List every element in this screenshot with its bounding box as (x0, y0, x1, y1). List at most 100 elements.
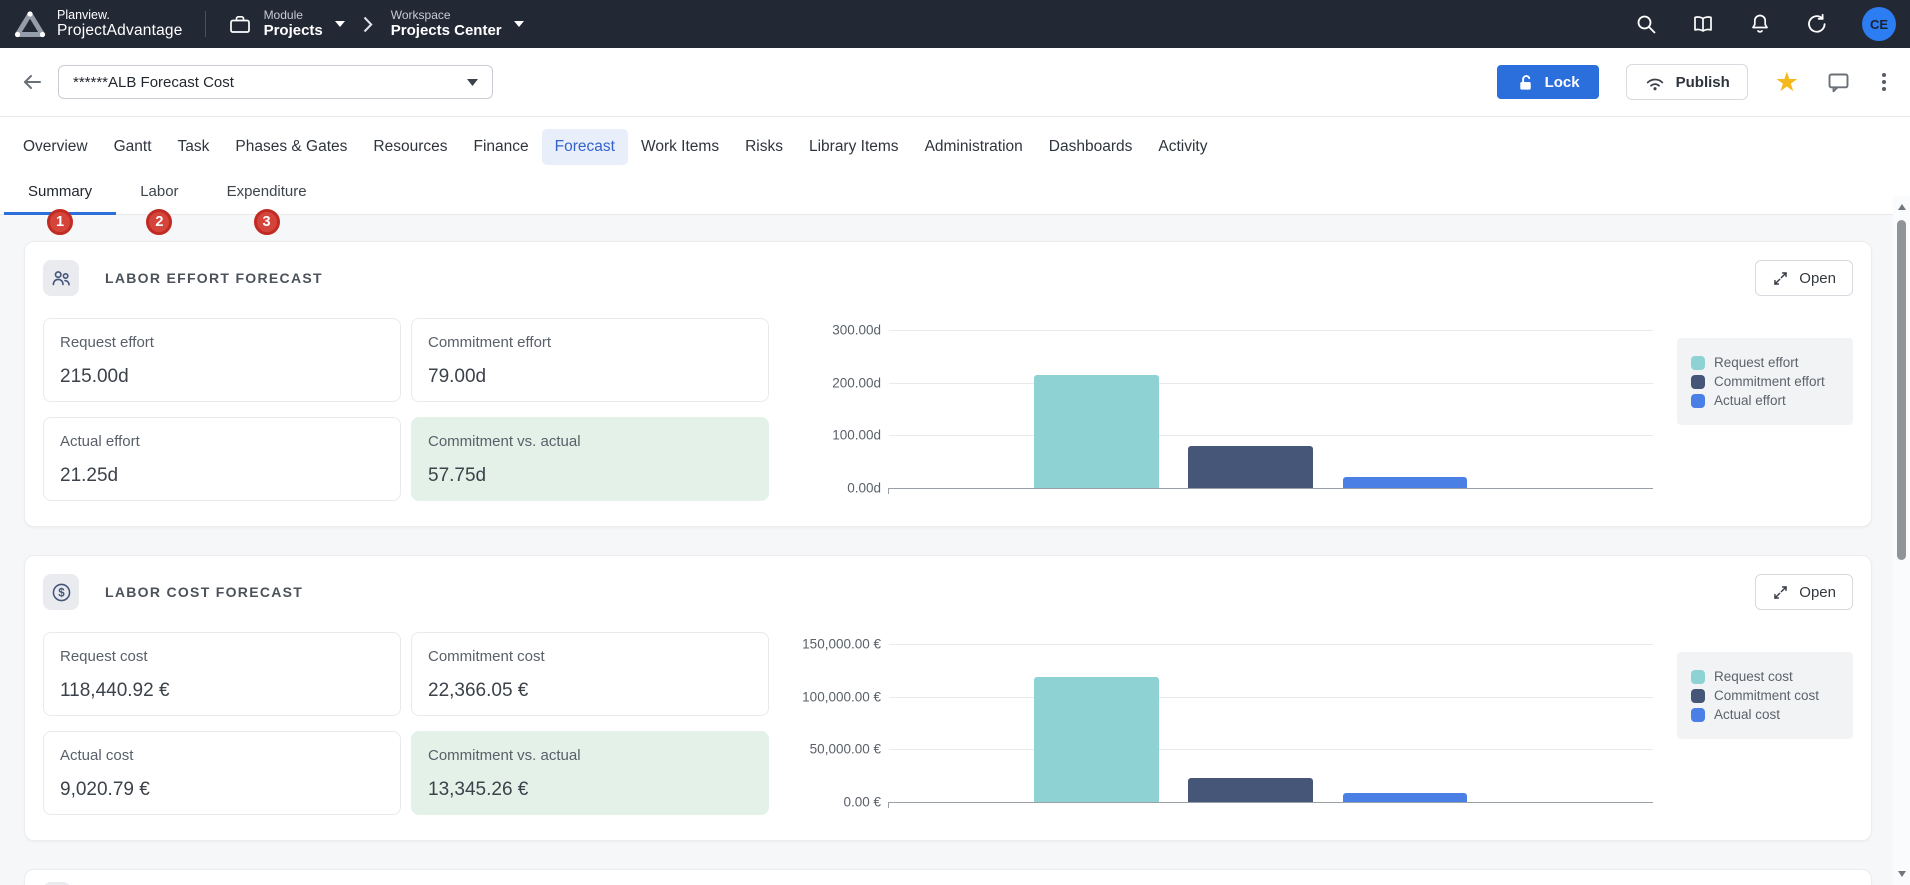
metric-value: 79.00d (428, 366, 752, 388)
avatar[interactable]: CE (1862, 7, 1896, 41)
metric-tile-commitment-cost: Commitment cost22,366.05 € (411, 632, 769, 716)
tab-work-items[interactable]: Work Items (628, 129, 732, 165)
metric-label: Request effort (60, 334, 384, 351)
tab-resources[interactable]: Resources (360, 129, 460, 165)
tab-forecast[interactable]: Forecast (542, 129, 628, 165)
chart-legend: Request cost Commitment cost Actual cost (1677, 652, 1853, 739)
bar-commitment-cost[interactable] (1188, 778, 1313, 802)
lock-button[interactable]: Lock (1497, 65, 1599, 99)
divider (205, 11, 206, 37)
module-label: Module (264, 8, 323, 22)
scroll-down-arrow[interactable] (1898, 871, 1906, 877)
legend-swatch (1691, 375, 1705, 389)
project-title: ******ALB Forecast Cost (73, 74, 234, 91)
subtab-label: Summary (28, 183, 92, 200)
metric-tile-commitment-effort: Commitment effort79.00d (411, 318, 769, 402)
tab-task[interactable]: Task (165, 129, 223, 165)
labor-effort-forecast-card: LABOR EFFORT FORECAST Open Request effor… (24, 241, 1872, 527)
project-toolbar: ******ALB Forecast Cost Lock Pu (0, 48, 1910, 117)
expand-icon (1772, 584, 1789, 601)
chart-plot: 150,000.00 €100,000.00 €50,000.00 €0.00 … (889, 644, 1653, 802)
legend-label: Request cost (1714, 669, 1793, 684)
step-badge-2: 2 (146, 209, 172, 235)
tab-overview[interactable]: Overview (10, 129, 101, 165)
effort-chart-area: 300.00d200.00d100.00d0.00d Request effort… (781, 318, 1853, 504)
module-tabs: OverviewGanttTaskPhases & GatesResources… (0, 117, 1910, 171)
legend-item-commitment-effort[interactable]: Commitment effort (1691, 374, 1839, 389)
bar-commitment-effort[interactable] (1188, 446, 1313, 488)
library-icon[interactable] (1691, 13, 1715, 35)
y-axis-tick: 300.00d (781, 323, 881, 338)
metric-tile-commitment-vs-actual: Commitment vs. actual13,345.26 € (411, 731, 769, 815)
metric-tile-request-effort: Request effort 215.00d (43, 318, 401, 402)
briefcase-icon (228, 13, 252, 35)
metric-value: 57.75d (428, 465, 752, 487)
planview-triangle-icon (14, 10, 46, 38)
tab-administration[interactable]: Administration (912, 129, 1036, 165)
legend-item-actual-effort[interactable]: Actual effort (1691, 393, 1839, 408)
bar-actual-cost[interactable] (1343, 793, 1468, 803)
tab-phases-gates[interactable]: Phases & Gates (222, 129, 360, 165)
y-axis-tick: 50,000.00 € (781, 742, 881, 757)
legend-item-commitment-cost[interactable]: Commitment cost (1691, 688, 1839, 703)
legend-item-actual-cost[interactable]: Actual cost (1691, 707, 1839, 722)
metric-label: Actual cost (60, 747, 384, 764)
subtab-expenditure[interactable]: Expenditure3 (203, 171, 331, 214)
grid-line (889, 644, 1653, 645)
scroll-up-arrow[interactable] (1898, 204, 1906, 210)
tab-gantt[interactable]: Gantt (101, 129, 165, 165)
axis-tick-mark (888, 488, 889, 494)
open-label: Open (1799, 270, 1836, 287)
kebab-menu-icon[interactable] (1878, 69, 1890, 95)
subtab-summary[interactable]: Summary1 (4, 171, 116, 214)
notifications-icon[interactable] (1748, 12, 1772, 36)
tab-finance[interactable]: Finance (461, 129, 542, 165)
workspace-label: Workspace (391, 8, 502, 22)
module-selector[interactable]: Module Projects (228, 8, 345, 40)
chart-plot: 300.00d200.00d100.00d0.00d (889, 330, 1653, 488)
tab-library-items[interactable]: Library Items (796, 129, 912, 165)
y-axis-tick: 100,000.00 € (781, 689, 881, 704)
svg-text:$: $ (58, 587, 65, 599)
open-button[interactable]: Open (1755, 260, 1853, 296)
lock-label: Lock (1545, 74, 1580, 91)
open-button[interactable]: Open (1755, 574, 1853, 610)
bar-request-cost[interactable] (1034, 677, 1159, 802)
project-title-dropdown[interactable]: ******ALB Forecast Cost (58, 65, 493, 99)
tab-activity[interactable]: Activity (1145, 129, 1220, 165)
refresh-icon[interactable] (1805, 12, 1829, 36)
subtab-labor[interactable]: Labor2 (116, 171, 202, 214)
planview-logo: Planview. ProjectAdvantage (14, 8, 183, 40)
y-axis-tick: 0.00 € (781, 795, 881, 810)
bar-request-effort[interactable] (1034, 375, 1159, 488)
chart-legend: Request effort Commitment effort Actual ef… (1677, 338, 1853, 425)
chevron-down-icon (514, 21, 524, 27)
legend-label: Commitment cost (1714, 688, 1819, 703)
tab-dashboards[interactable]: Dashboards (1036, 129, 1146, 165)
legend-swatch (1691, 689, 1705, 703)
publish-button[interactable]: Publish (1626, 64, 1748, 100)
bar-chart-labor-cost-forecast: 150,000.00 €100,000.00 €50,000.00 €0.00 … (781, 636, 1663, 818)
y-axis-tick: 0.00d (781, 481, 881, 496)
bar-actual-effort[interactable] (1343, 477, 1468, 488)
subtab-label: Expenditure (227, 183, 307, 200)
scrollbar-thumb[interactable] (1897, 220, 1906, 560)
legend-item-request-cost[interactable]: Request cost (1691, 669, 1839, 684)
next-card-partial (24, 869, 1872, 885)
legend-label: Actual cost (1714, 707, 1780, 722)
back-arrow-icon[interactable] (20, 70, 46, 94)
workspace-selector[interactable]: Workspace Projects Center (391, 8, 524, 40)
tab-risks[interactable]: Risks (732, 129, 796, 165)
publish-label: Publish (1676, 74, 1730, 91)
metric-value: 215.00d (60, 366, 384, 388)
vertical-scrollbar[interactable] (1893, 196, 1910, 885)
search-icon[interactable] (1635, 13, 1658, 36)
axis-tick-mark (888, 802, 889, 808)
step-badge-3: 3 (254, 209, 280, 235)
legend-item-request-effort[interactable]: Request effort (1691, 355, 1839, 370)
metric-value: 118,440.92 € (60, 680, 384, 702)
grid-line (889, 697, 1653, 698)
favorite-star-icon[interactable]: ★ (1775, 69, 1799, 96)
x-axis-line (889, 488, 1653, 489)
comment-icon[interactable] (1826, 70, 1851, 95)
